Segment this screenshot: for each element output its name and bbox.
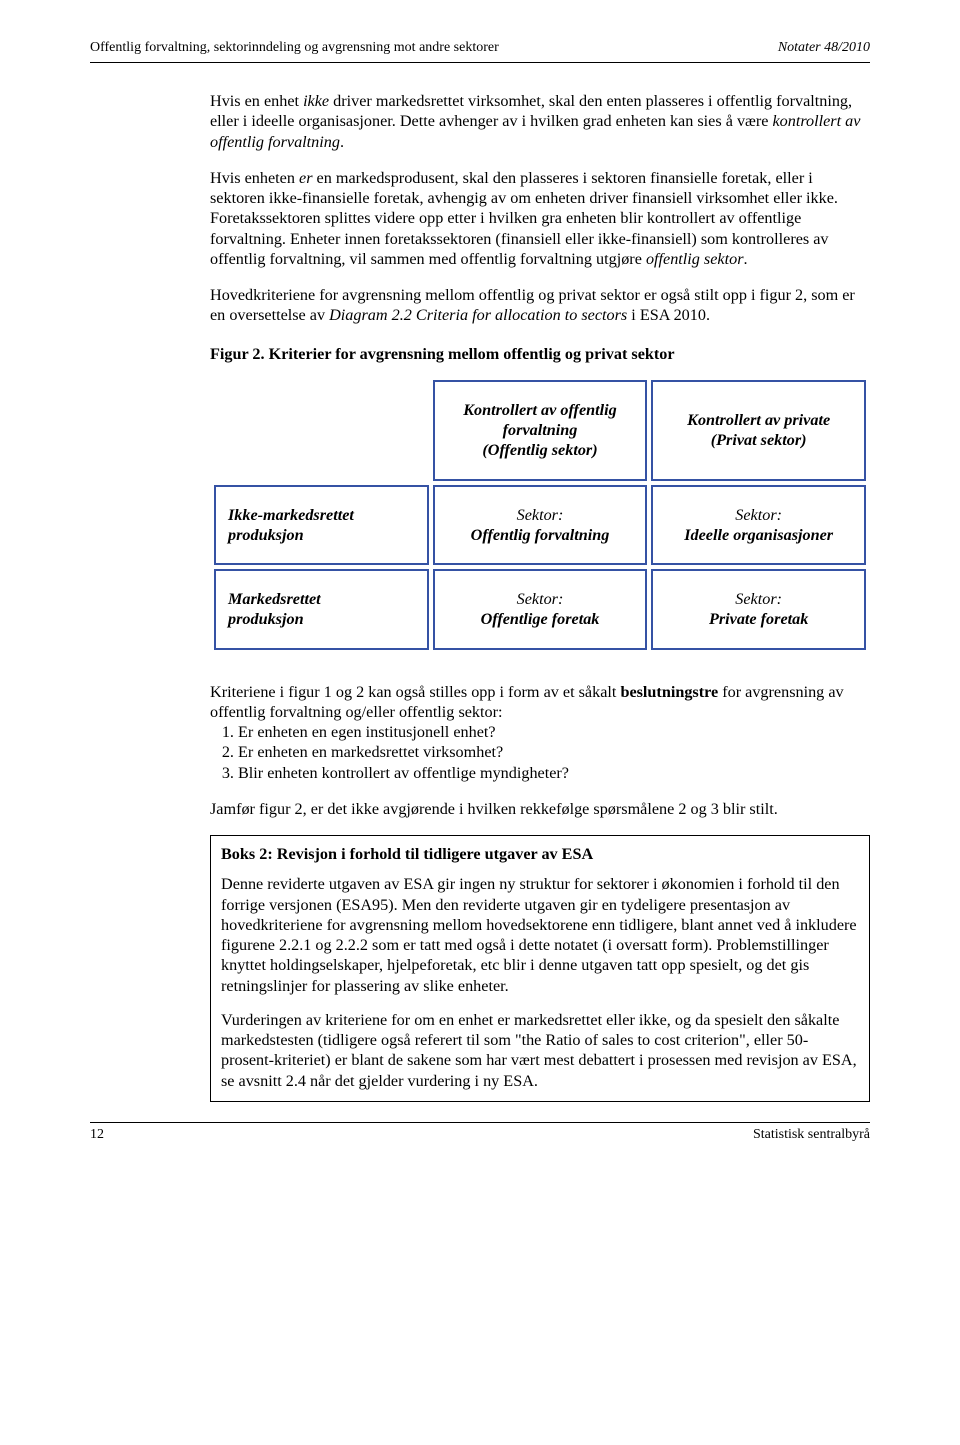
header-right-text: Notater 48/2010 [778,40,870,56]
row-header-market: Markedsrettet produksjon [214,569,429,650]
cell-ideelle-organisasjoner: Sektor: Ideelle organisasjoner [651,485,866,566]
col2-line1: Kontrollert av private [687,411,830,429]
paragraph-3: Hovedkriteriene for avgrensning mellom o… [210,285,870,326]
cell22-value: Private foretak [709,610,808,628]
paragraph-2: Hvis enheten er en markedsprodusent, ska… [210,168,870,269]
col1-line3: (Offentlig sektor) [482,441,597,459]
list-item: Er enheten en egen institusjonell enhet? [238,722,870,742]
p1-text-3: . [340,133,344,151]
footer-right-text: Statistisk sentralbyrå [753,1127,870,1143]
criteria-list: Er enheten en egen institusjonell enhet?… [210,722,870,783]
criteria-note: Jamfør figur 2, er det ikke avgjørende i… [210,799,870,819]
p3-italic-1: Diagram 2.2 Criteria for allocation to s… [329,306,627,324]
row1-line1: Ikke-markedsrettet [228,506,354,524]
p2-text-3: . [744,250,748,268]
col-header-private: Kontrollert av private (Privat sektor) [651,380,866,481]
page-number: 12 [90,1127,104,1143]
p1-italic-1: ikke [303,92,329,110]
page-footer: 12 Statistisk sentralbyrå [90,1122,870,1143]
box-title: Boks 2: Revisjon i forhold til tidligere… [221,844,859,864]
page-header: Offentlig forvaltning, sektorinndeling o… [90,40,870,63]
content-area: Hvis en enhet ikke driver markedsrettet … [210,91,870,1102]
intro-bold: beslutningstre [620,683,718,701]
empty-cell [214,380,429,481]
col2-line2: (Privat sektor) [711,431,807,449]
box-paragraph-2: Vurderingen av kriteriene for om en enhe… [221,1010,859,1091]
p2-italic-1: er [299,169,312,187]
cell-offentlige-foretak: Sektor: Offentlige foretak [433,569,648,650]
sektor-label: Sektor: [735,590,782,608]
cell-private-foretak: Sektor: Private foretak [651,569,866,650]
p1-text: Hvis en enhet [210,92,303,110]
p2-italic-2: offentlig sektor [646,250,744,268]
cell11-value: Offentlig forvaltning [471,526,610,544]
col1-line2: forvaltning [503,421,578,439]
col-header-public: Kontrollert av offentlig forvaltning (Of… [433,380,648,481]
table-row: Markedsrettet produksjon Sektor: Offentl… [214,569,866,650]
list-item: Blir enheten kontrollert av offentlige m… [238,763,870,783]
cell-offentlig-forvaltning: Sektor: Offentlig forvaltning [433,485,648,566]
criteria-intro: Kriteriene i figur 1 og 2 kan også still… [210,682,870,723]
figure2-table: Kontrollert av offentlig forvaltning (Of… [210,376,870,654]
box-2: Boks 2: Revisjon i forhold til tidligere… [210,835,870,1102]
sektor-label: Sektor: [735,506,782,524]
page: Offentlig forvaltning, sektorinndeling o… [0,0,960,1183]
box-paragraph-1: Denne reviderte utgaven av ESA gir ingen… [221,874,859,996]
figure2-title: Figur 2. Kriterier for avgrensning mello… [210,344,870,364]
row2-line1: Markedsrettet [228,590,321,608]
paragraph-1: Hvis en enhet ikke driver markedsrettet … [210,91,870,152]
p3-text-2: i ESA 2010. [627,306,710,324]
cell12-value: Ideelle organisasjoner [684,526,833,544]
row-header-nonmarket: Ikke-markedsrettet produksjon [214,485,429,566]
cell21-value: Offentlige foretak [481,610,600,628]
row1-line2: produksjon [228,526,304,544]
p2-text: Hvis enheten [210,169,299,187]
row2-line2: produksjon [228,610,304,628]
sektor-label: Sektor: [517,590,564,608]
col1-line1: Kontrollert av offentlig [463,401,617,419]
table-row: Ikke-markedsrettet produksjon Sektor: Of… [214,485,866,566]
intro-a: Kriteriene i figur 1 og 2 kan også still… [210,683,620,701]
table-row: Kontrollert av offentlig forvaltning (Of… [214,380,866,481]
header-left-text: Offentlig forvaltning, sektorinndeling o… [90,40,499,56]
sektor-label: Sektor: [517,506,564,524]
list-item: Er enheten en markedsrettet virksomhet? [238,742,870,762]
